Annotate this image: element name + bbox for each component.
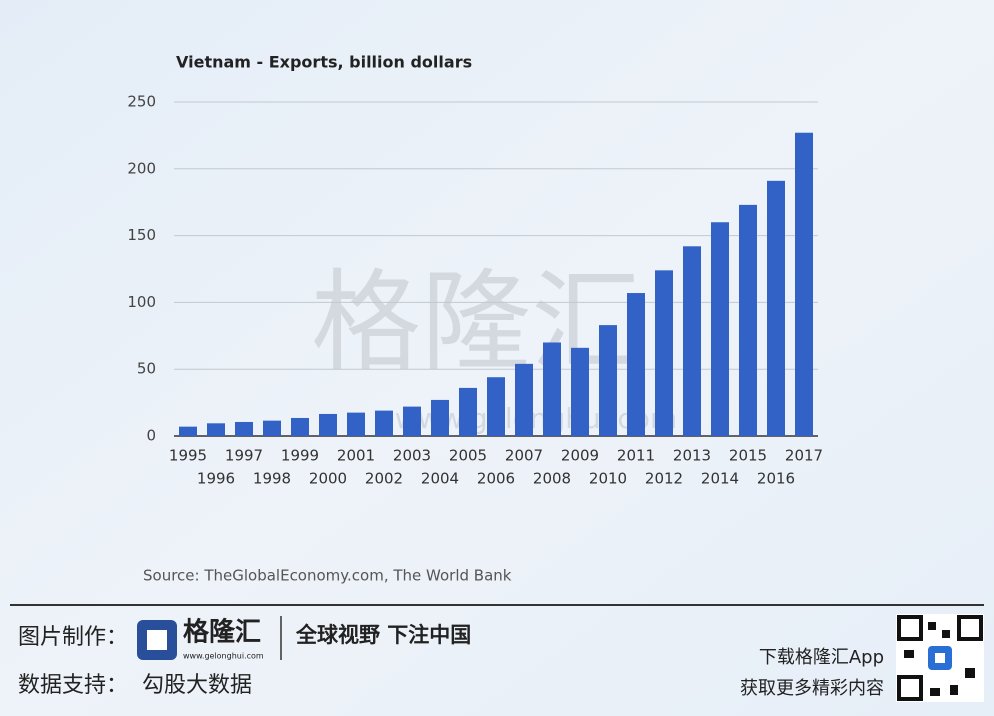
bar — [571, 347, 589, 436]
qr-code — [896, 614, 984, 702]
bar — [403, 406, 421, 436]
bar — [487, 377, 505, 436]
x-tick-label: 2014 — [701, 470, 739, 488]
bar — [375, 410, 393, 436]
watermark: 格隆汇 — [311, 258, 641, 386]
logo-text: 格隆汇 — [183, 617, 261, 648]
source: Source: TheGlobalEconomy.com, The World … — [143, 567, 512, 585]
slogan: 全球视野 下注中国 — [295, 623, 471, 647]
bar — [655, 270, 673, 436]
data-label: 数据支持： — [18, 673, 128, 698]
logo-url: www.gelonghui.com — [183, 652, 264, 661]
bar — [459, 387, 477, 436]
data-provider: 勾股大数据 — [142, 673, 252, 698]
x-tick-label: 2001 — [337, 447, 375, 465]
y-tick-label: 0 — [146, 427, 156, 445]
bar — [795, 132, 813, 436]
x-tick-label: 2013 — [673, 447, 711, 465]
app-line2: 获取更多精彩内容 — [740, 678, 884, 699]
bar — [207, 423, 225, 436]
bar — [291, 417, 309, 436]
bar — [347, 412, 365, 436]
plot: 0 50 100 150 200 250 1995 1996 1997 1998 1999 2000 2… — [127, 93, 823, 488]
x-tick-label: 2017 — [785, 447, 823, 465]
x-tick-label: 1996 — [197, 470, 235, 488]
chart-title: Vietnam - Exports, billion dollars — [176, 53, 472, 72]
bar — [431, 399, 449, 436]
y-tick-label: 100 — [127, 293, 156, 311]
bar — [319, 413, 337, 436]
x-tick-label: 2005 — [449, 447, 487, 465]
x-tick-label: 2016 — [757, 470, 795, 488]
x-tick-label: 2011 — [617, 447, 655, 465]
made-by-label: 图片制作： — [18, 625, 128, 650]
bar — [739, 204, 757, 436]
bar — [543, 342, 561, 436]
bar — [263, 420, 281, 436]
x-tick-label: 1997 — [225, 447, 263, 465]
x-tick-label: 2008 — [533, 470, 571, 488]
app-line1: 下载格隆汇App — [759, 647, 884, 668]
bar — [599, 325, 617, 436]
bar — [683, 246, 701, 436]
y-tick-label: 200 — [127, 159, 156, 177]
x-tick-label: 1999 — [281, 447, 319, 465]
bar — [627, 293, 645, 436]
x-tick-label: 2007 — [505, 447, 543, 465]
bar — [767, 180, 785, 436]
logo-icon-inner — [147, 630, 167, 650]
y-tick-label: 250 — [127, 93, 156, 111]
x-tick-label: 2009 — [561, 447, 599, 465]
bar — [711, 222, 729, 436]
x-tick-label: 2010 — [589, 470, 627, 488]
bar — [235, 421, 253, 436]
x-tick-label: 2002 — [365, 470, 403, 488]
x-tick-label: 1998 — [253, 470, 291, 488]
bar — [515, 363, 533, 436]
y-tick-label: 50 — [137, 360, 156, 378]
x-tick-label: 2015 — [729, 447, 767, 465]
x-tick-label: 2006 — [477, 470, 515, 488]
bar — [179, 426, 197, 436]
x-tick-label: 1995 — [169, 447, 207, 465]
y-tick-label: 150 — [127, 226, 156, 244]
x-tick-label: 2000 — [309, 470, 347, 488]
x-tick-label: 2004 — [421, 470, 459, 488]
x-tick-label: 2012 — [645, 470, 683, 488]
x-tick-label: 2003 — [393, 447, 431, 465]
